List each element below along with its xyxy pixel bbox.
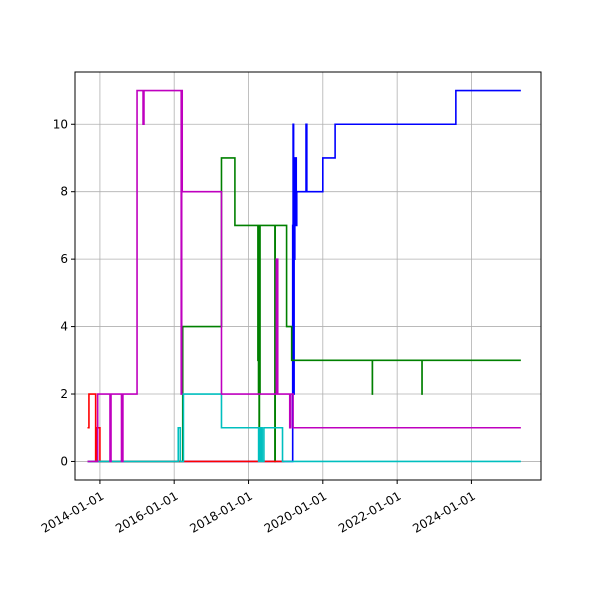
y-tick-label: 6: [60, 252, 68, 266]
y-tick-label: 4: [60, 320, 68, 334]
y-tick-label: 2: [60, 387, 68, 401]
series-line-4: [87, 393, 521, 463]
series-line-5: [87, 89, 521, 463]
y-tick-label: 0: [60, 454, 68, 468]
plot-area: [87, 89, 521, 463]
y-tick-label: 10: [53, 117, 68, 131]
y-tick-label: 8: [60, 185, 68, 199]
series-line-1: [87, 89, 521, 463]
y-axis: 0 2 4 6 8 10: [53, 117, 75, 468]
axes-frame: [74, 71, 542, 481]
